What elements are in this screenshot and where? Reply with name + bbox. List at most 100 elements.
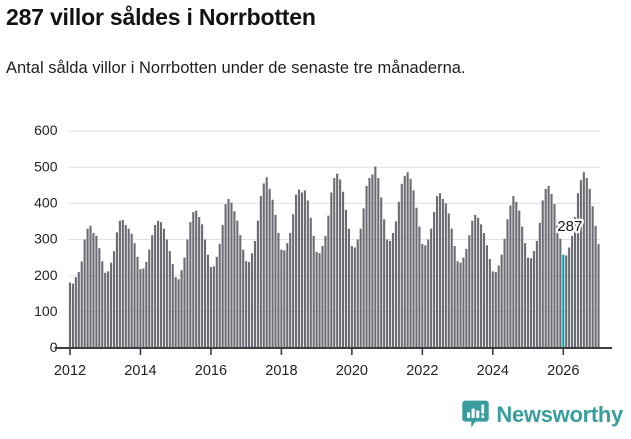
bar bbox=[230, 202, 233, 348]
bar bbox=[168, 251, 171, 348]
bar bbox=[427, 239, 430, 348]
bar bbox=[333, 178, 336, 348]
bar bbox=[368, 178, 371, 348]
bar bbox=[201, 224, 204, 348]
bar bbox=[424, 245, 427, 348]
bar-chart-speech-bubble-icon bbox=[462, 400, 490, 430]
bar bbox=[245, 261, 248, 348]
bar bbox=[521, 226, 524, 348]
chart-footer: Newsworthy bbox=[0, 396, 631, 439]
bar bbox=[371, 174, 374, 348]
page-title: 287 villor såldes i Norrbotten bbox=[6, 4, 316, 30]
bar bbox=[297, 189, 301, 348]
bar bbox=[433, 212, 436, 348]
bar bbox=[165, 239, 168, 348]
y-axis-tick-label: 0 bbox=[50, 339, 58, 355]
bar bbox=[112, 251, 116, 348]
bar bbox=[95, 235, 98, 348]
bar bbox=[435, 196, 439, 348]
bar bbox=[474, 214, 477, 348]
bar bbox=[162, 228, 165, 348]
bar bbox=[459, 262, 462, 348]
bar bbox=[324, 235, 327, 348]
bar bbox=[518, 210, 521, 348]
bar bbox=[585, 178, 588, 348]
bar bbox=[465, 248, 468, 348]
bar bbox=[377, 178, 380, 348]
y-axis-tick-label: 500 bbox=[34, 158, 58, 174]
bar bbox=[359, 228, 362, 348]
bar bbox=[309, 217, 312, 348]
bar bbox=[203, 239, 207, 348]
bar bbox=[286, 243, 289, 348]
chart-subtitle: Antal sålda villor i Norrbotten under de… bbox=[6, 59, 466, 77]
bar bbox=[471, 220, 474, 348]
bar bbox=[480, 224, 483, 348]
bar bbox=[541, 200, 544, 348]
bar bbox=[265, 177, 268, 348]
bar bbox=[180, 270, 183, 348]
bar bbox=[573, 217, 577, 348]
newsworthy-logo[interactable]: Newsworthy bbox=[462, 400, 623, 430]
bar bbox=[403, 175, 406, 348]
bar bbox=[391, 232, 395, 348]
bar bbox=[262, 183, 265, 348]
bar bbox=[588, 188, 591, 348]
bar bbox=[68, 282, 72, 348]
bar bbox=[456, 261, 459, 348]
bar bbox=[327, 215, 330, 348]
bar bbox=[224, 204, 227, 348]
bar bbox=[444, 203, 447, 348]
bar bbox=[397, 201, 400, 348]
bar bbox=[80, 261, 83, 348]
bar bbox=[289, 232, 292, 348]
bar bbox=[347, 228, 350, 348]
bar bbox=[342, 191, 345, 348]
x-axis-tick-label: 2018 bbox=[265, 363, 297, 379]
bar bbox=[494, 272, 497, 348]
bar bbox=[409, 178, 412, 348]
bar bbox=[506, 219, 509, 348]
bar bbox=[356, 239, 359, 348]
bar bbox=[148, 249, 151, 348]
bar bbox=[118, 220, 121, 348]
x-axis-tick-label: 2014 bbox=[124, 363, 156, 379]
bar bbox=[380, 197, 383, 348]
bar bbox=[209, 266, 212, 348]
bar bbox=[500, 254, 503, 348]
bar bbox=[515, 201, 518, 348]
bar bbox=[256, 220, 259, 348]
bar bbox=[565, 255, 568, 348]
bar bbox=[186, 239, 189, 348]
bar bbox=[485, 245, 488, 348]
bar bbox=[353, 247, 356, 348]
bar bbox=[553, 204, 556, 348]
y-axis-tick-label: 100 bbox=[34, 303, 58, 319]
bar bbox=[218, 243, 221, 348]
bar bbox=[101, 261, 104, 348]
bar bbox=[509, 205, 512, 348]
bar bbox=[400, 183, 403, 348]
bar bbox=[330, 192, 333, 348]
bar bbox=[450, 228, 453, 348]
bar bbox=[374, 166, 377, 348]
x-axis-tick-label: 2012 bbox=[54, 363, 86, 379]
bar bbox=[130, 233, 133, 348]
bar bbox=[344, 209, 348, 348]
bar bbox=[453, 246, 456, 348]
bar bbox=[121, 219, 124, 348]
bar bbox=[406, 172, 409, 348]
bar bbox=[183, 257, 186, 348]
bar bbox=[321, 246, 324, 348]
bar bbox=[503, 238, 506, 348]
bar bbox=[350, 246, 353, 348]
bar bbox=[579, 180, 582, 348]
bar bbox=[268, 188, 271, 348]
bar bbox=[133, 243, 136, 348]
bar bbox=[277, 232, 280, 348]
bar bbox=[189, 222, 192, 348]
bar bbox=[538, 222, 541, 348]
bar bbox=[512, 196, 515, 348]
bar bbox=[497, 265, 500, 348]
